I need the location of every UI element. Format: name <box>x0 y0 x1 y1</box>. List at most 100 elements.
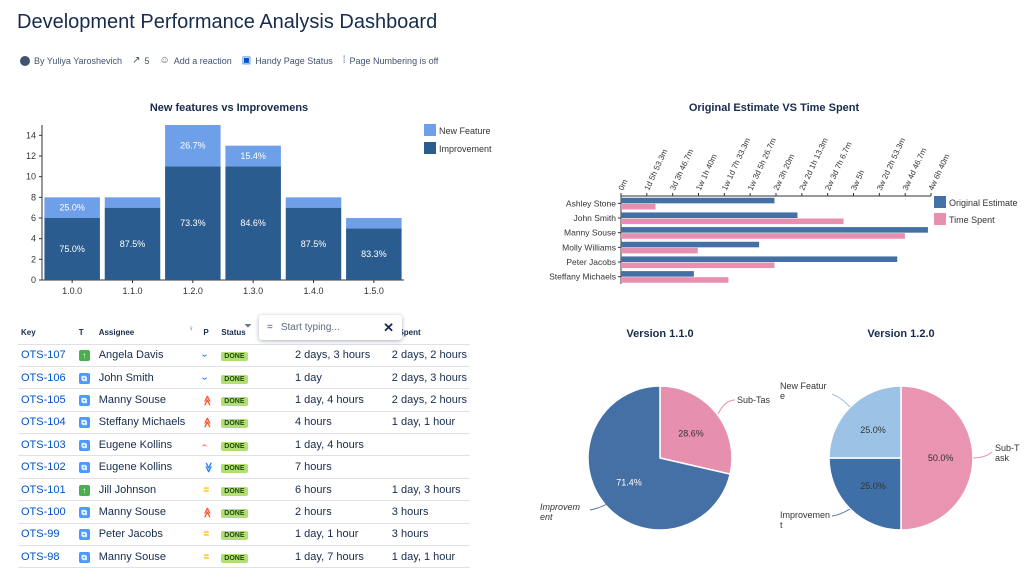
assignee: Peter Jacobs <box>95 523 201 547</box>
chart-title: New features vs Improvemens <box>150 102 308 114</box>
x-tick-label: 3w 5h <box>849 169 866 192</box>
subtask-icon: ⧉ <box>78 372 90 384</box>
issue-key[interactable]: OTS-105 <box>18 388 76 412</box>
x-tick-label: 1.3.0 <box>243 286 263 296</box>
issue-key[interactable]: OTS-100 <box>18 500 76 524</box>
table-row[interactable]: OTS-106 ⧉ John Smith › DONE 1 day 2 days, 3 ho… <box>18 366 470 390</box>
pie-label: t <box>780 520 783 530</box>
x-tick-label: 3d 3h 46.7m <box>668 147 695 191</box>
legend-label: Improvement <box>439 144 492 154</box>
assignee: Manny Souse <box>95 500 201 524</box>
assignee: Eugene Kollins <box>95 455 201 479</box>
status-badge: DONE <box>221 419 248 429</box>
bar-original-estimate <box>621 212 798 218</box>
y-tick-label: 8 <box>31 192 36 202</box>
original-estimate: 1 day, 1 hour <box>292 523 382 547</box>
table-row[interactable]: OTS-101 ↑ Jill Johnson = DONE 6 hours 1 day, 3… <box>18 478 470 502</box>
issue-key[interactable]: OTS-99 <box>18 523 76 547</box>
pie-label: Improvemen <box>780 510 830 520</box>
time-spent: 3 hours <box>381 500 470 524</box>
issue-key[interactable]: OTS-98 <box>18 545 76 569</box>
status-badge: DONE <box>221 553 248 563</box>
subtask-icon: ⧉ <box>78 394 90 406</box>
issue-key[interactable]: OTS-103 <box>18 433 76 457</box>
slice-label: 28.6% <box>678 428 704 438</box>
col-time-spent[interactable]: e Spent <box>381 322 470 345</box>
table-row[interactable]: OTS-100 ⧉ Manny Souse ≫ DONE 2 hours 3 hours <box>18 500 470 524</box>
issue-key[interactable]: OTS-102 <box>18 455 76 479</box>
slice-new-feature <box>828 385 902 459</box>
col-type[interactable]: T <box>75 322 96 345</box>
bar-improvement <box>104 207 161 280</box>
x-tick-label: 1d 5h 53.3m <box>642 147 669 191</box>
bulb-icon: ♀ <box>188 324 194 333</box>
bar-new-feature <box>44 197 100 218</box>
filter-input[interactable]: Start typing... <box>280 322 340 333</box>
pie-label: ent <box>540 512 553 522</box>
table-row[interactable]: OTS-98 ⧉ Manny Souse = DONE 1 day, 7 hours 1 d… <box>18 545 470 569</box>
table-row[interactable]: OTS-99 ⧉ Peter Jacobs = DONE 1 day, 1 hour 3 h… <box>18 523 470 547</box>
leader-line <box>717 399 736 415</box>
slice-improvement <box>828 457 902 531</box>
col-assignee[interactable]: Assignee <box>95 322 201 345</box>
issue-key[interactable]: OTS-107 <box>18 344 76 367</box>
leader-line <box>589 502 610 511</box>
priority-highest-icon: ≫ <box>203 507 215 518</box>
x-tick-label: 4w 6h 40m <box>927 152 952 192</box>
legend-label: Time Spent <box>949 215 995 225</box>
slice-label: 50.0% <box>928 453 954 463</box>
views[interactable]: ↗ 5 <box>132 55 149 66</box>
bar-time-spent <box>621 277 729 283</box>
col-priority[interactable]: P <box>200 322 219 345</box>
author[interactable]: By Yuliya Yaroshevich <box>20 55 122 66</box>
y-tick-label: Steffany Michaels <box>549 272 616 282</box>
status-badge: DONE <box>221 352 248 362</box>
table-row[interactable]: OTS-102 ⧉ Eugene Kollins ≫ DONE 7 hours <box>18 455 470 479</box>
handy-status[interactable]: ▣ Handy Page Status <box>242 55 333 66</box>
subtask-icon: ⧉ <box>78 529 90 541</box>
original-estimate: 6 hours <box>292 478 382 502</box>
y-tick-label: 10 <box>26 172 36 182</box>
issue-key[interactable]: OTS-104 <box>18 411 76 435</box>
priority-highest-icon: ≫ <box>203 417 215 429</box>
add-reaction-button[interactable]: ☺ Add a reaction <box>159 55 231 66</box>
priority: › <box>199 433 219 457</box>
page-numbering[interactable]: ⁞ Page Numbering is off <box>343 55 439 66</box>
bar-improvement <box>225 166 281 280</box>
issue-key[interactable]: OTS-106 <box>18 366 76 390</box>
priority: = <box>200 478 219 502</box>
filter-popup: = Start typing... ✕ <box>259 315 402 340</box>
time-spent: 2 days, 2 hours <box>381 388 470 412</box>
status: DONE <box>218 545 292 569</box>
col-key[interactable]: Key <box>18 322 76 345</box>
assignee: Manny Souse <box>95 545 201 569</box>
time-spent <box>381 455 470 479</box>
bar-original-estimate <box>621 256 898 262</box>
issue-key[interactable]: OTS-101 <box>18 478 76 502</box>
y-tick-label: Molly Williams <box>562 242 616 252</box>
issue-type: ↑ <box>75 478 96 502</box>
table-row[interactable]: OTS-105 ⧉ Manny Souse ≫ DONE 1 day, 4 hours 2 … <box>18 388 470 412</box>
x-tick-label: 0m <box>617 178 630 192</box>
equals-icon: = <box>267 322 273 333</box>
original-estimate: 4 hours <box>292 411 382 435</box>
status: DONE <box>218 433 292 457</box>
table-row[interactable]: OTS-107 ↑ Angela Davis › DONE 2 days, 3 hours… <box>18 344 470 367</box>
table-row[interactable]: OTS-104 ⧉ Steffany Michaels ≫ DONE 4 hours 1 d… <box>18 411 470 435</box>
subtask-icon: ⧉ <box>78 462 90 474</box>
bar-improvement <box>346 228 402 280</box>
y-tick-label: Manny Souse <box>564 228 616 238</box>
status: DONE <box>218 455 292 479</box>
y-tick-label: Peter Jacobs <box>566 257 616 267</box>
close-icon[interactable]: ✕ <box>383 319 394 335</box>
improvement-icon: ↑ <box>78 484 90 496</box>
data-label: 73.3% <box>180 218 206 228</box>
table-row[interactable]: OTS-103 ⧉ Eugene Kollins › DONE 1 day, 4 hour… <box>18 433 470 457</box>
status-icon: ▣ <box>241 55 252 66</box>
filter-icon[interactable]: ⏷ <box>244 321 252 332</box>
improvement-icon: ↑ <box>78 350 90 362</box>
data-label: 75.0% <box>59 244 85 254</box>
x-tick-label: 3w 4d 46.7m <box>901 146 929 192</box>
slice-improvement <box>587 385 732 531</box>
priority: ≫ <box>200 500 219 524</box>
